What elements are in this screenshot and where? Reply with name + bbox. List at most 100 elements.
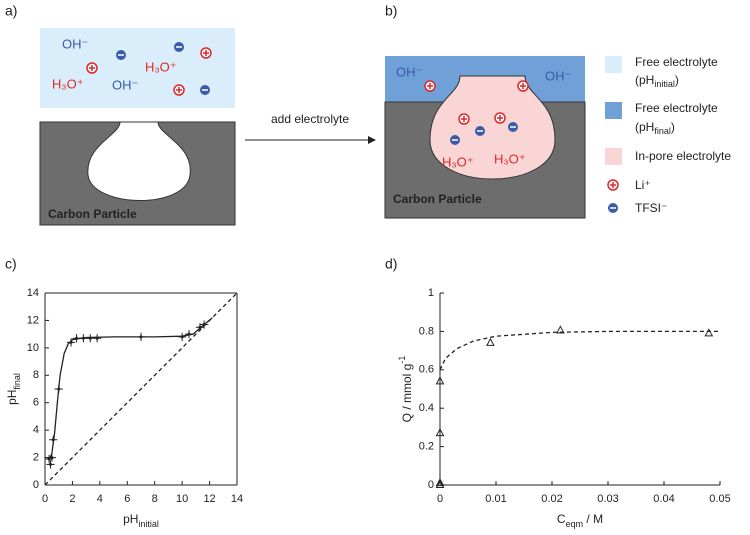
x-tick-label: 0.01 [485,493,506,505]
point [435,428,445,437]
particle-label: Carbon Particle [393,192,482,206]
axis-label-text: / M [583,512,603,526]
panel-label: a) [5,3,17,19]
panel-label: d) [385,256,397,272]
point [139,335,143,339]
ion-label: OH⁻ [396,64,422,79]
point [48,462,52,466]
particle-label: Carbon Particle [48,207,137,221]
x-tick-label: 0.05 [709,493,730,505]
point [187,332,191,336]
x-tick-label: 0.02 [541,493,562,505]
y-tick-label: 2 [33,451,39,463]
legend-label: In-pore electrolyte [635,149,731,163]
point [57,387,61,391]
y-tick-label: 0 [428,479,434,491]
ion-label: OH⁻ [545,68,571,83]
legend-swatch [605,148,622,165]
legend-label: TFSI⁻ [635,201,667,215]
ion-label: H₃O⁺ [52,76,84,91]
point [51,438,55,442]
x-tick-label: 12 [203,493,215,505]
y-tick-label: 0.8 [419,325,434,337]
legend-label: Free electrolyte [635,101,718,115]
axis-label-text: pH [123,512,138,526]
point [435,478,445,487]
x-tick-label: 14 [231,493,243,505]
y-tick-label: 0 [33,479,39,491]
point [435,479,445,488]
y-tick-label: 0.4 [419,402,434,414]
axis-label: pHfinal [5,373,22,405]
x-tick-label: 6 [124,493,130,505]
x-tick-label: 10 [176,493,188,505]
axis-label: Q / mmol g-1 [397,356,414,423]
y-tick-label: 1 [428,287,434,299]
y-tick-label: 10 [27,342,39,354]
axis-label-sub: final [12,373,22,390]
x-tick-label: 4 [97,493,103,505]
legend-text: (pH [635,73,654,87]
axis-label-sub: initial [138,519,159,529]
point [180,335,184,339]
legend-swatch [605,102,622,119]
point [704,328,714,337]
axis-label-sup: -1 [397,356,407,364]
legend-label: (pHfinal) [635,120,675,136]
x-tick-label: 0.03 [597,493,618,505]
axis-label-text: pH [5,390,19,405]
x-tick-label: 0.04 [653,493,674,505]
point [81,336,85,340]
y-tick-label: 0.6 [419,364,434,376]
y-tick-label: 6 [33,397,39,409]
ion-label: OH⁻ [112,77,138,92]
pore [429,75,556,180]
point [47,457,51,461]
legend-label: (pHinitial) [635,73,679,89]
ion-label: OH⁻ [62,36,88,51]
point [556,325,565,334]
legend-sub: final [654,126,671,136]
legend-text: (pH [635,120,654,134]
fit-line [48,317,213,461]
point [95,336,99,340]
legend-swatch [605,56,622,73]
y-tick-label: 0.2 [419,441,434,453]
axis-label-text: Q / mmol g [400,364,414,423]
y-tick-label: 14 [27,287,39,299]
point [486,337,495,346]
axis-label-text: C [557,512,566,526]
point [88,336,92,340]
ions [424,80,529,145]
y-tick-label: 12 [27,314,39,326]
point [75,336,79,340]
legend-label: Li⁺ [635,178,651,192]
legend-text: ) [671,120,675,134]
y-tick-label: 8 [33,369,39,381]
legend-text: ) [675,73,679,87]
x-tick-label: 8 [152,493,158,505]
x-tick-label: 0 [437,493,443,505]
point [202,323,206,327]
point [69,340,73,344]
legend-sub: initial [654,79,675,89]
point [435,376,445,385]
axis-label: Ceqm / M [557,512,603,529]
point [198,325,202,329]
fit-line [439,330,720,371]
axis-label-sub: eqm [566,519,584,529]
point [50,456,54,460]
arrow-label: add electrolyte [271,112,349,126]
arrow-head [368,136,376,144]
ions [86,42,212,96]
legend-label: Free electrolyte [635,55,718,69]
panel-label: b) [385,3,397,19]
axis-label: pHinitial [123,512,159,529]
legend-swatch [610,182,616,188]
x-tick-label: 2 [69,493,75,505]
panel-label: c) [5,256,17,272]
ion-label: H₃O⁺ [145,59,177,74]
ion-label: H₃O⁺ [442,154,474,169]
ion-label: H₃O⁺ [494,151,526,166]
